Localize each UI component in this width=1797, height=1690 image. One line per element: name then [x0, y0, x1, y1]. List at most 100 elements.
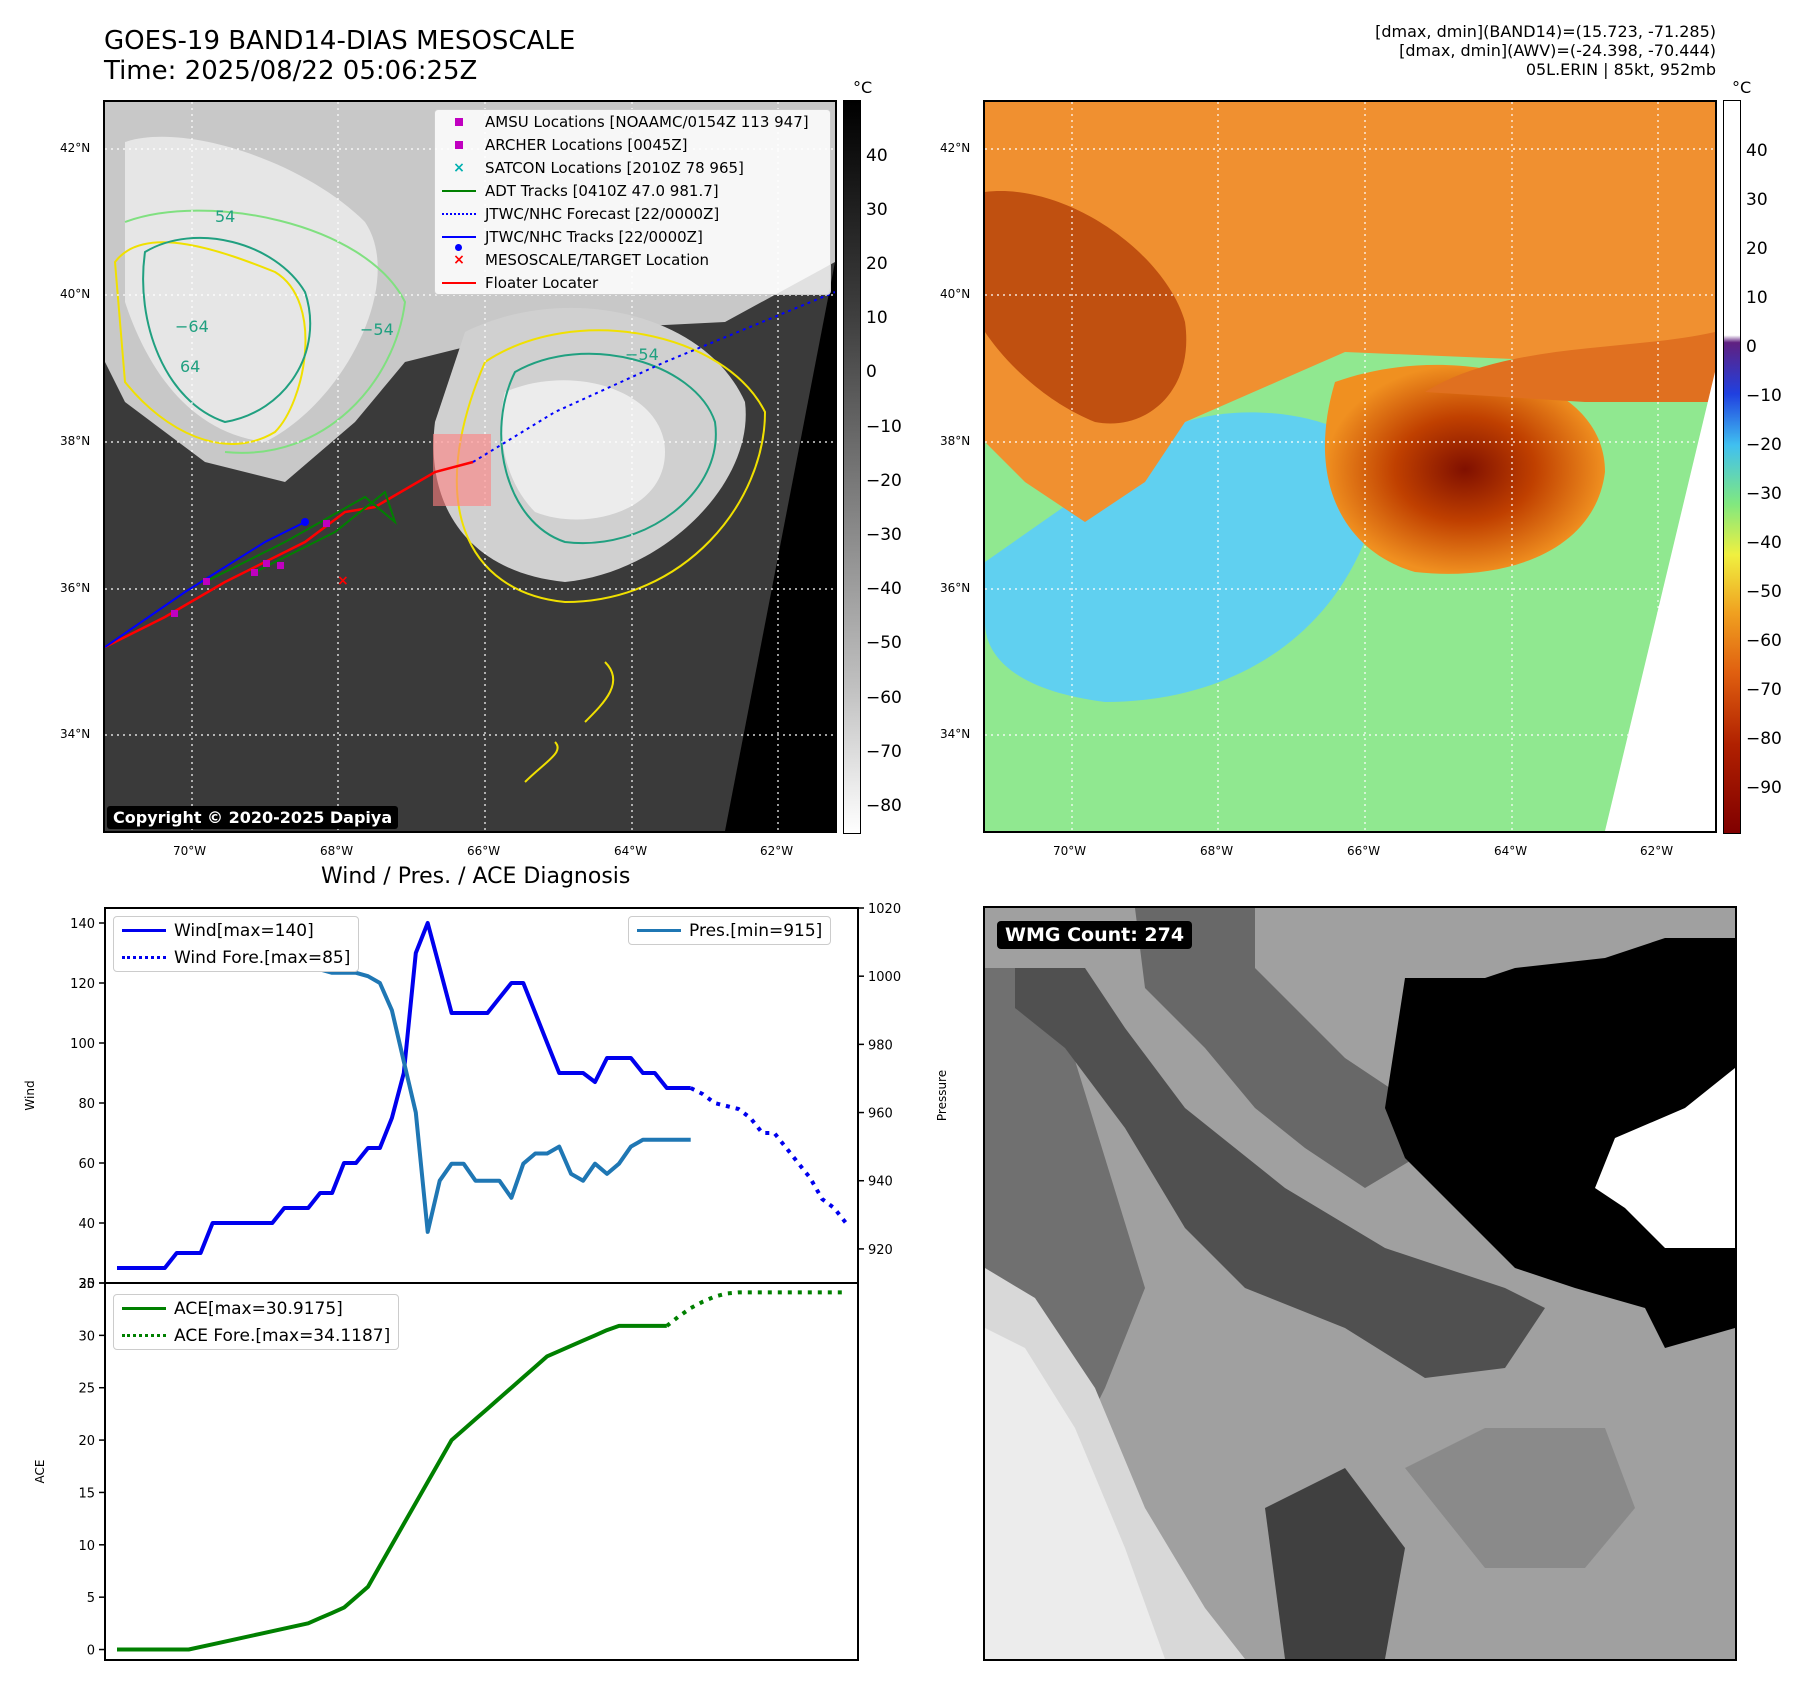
wmg-svg: [985, 908, 1735, 1659]
pres-y-tick-label: 980: [868, 1038, 893, 1053]
legend-satcon-label: SATCON Locations [2010Z 78 965]: [485, 158, 744, 177]
legend-forecast-label: JTWC/NHC Forecast [22/0000Z]: [485, 204, 720, 223]
no-data-wedge: [725, 262, 835, 831]
wind-y-tick-label: 20: [78, 1277, 95, 1292]
legend-floater-label: Floater Locater: [485, 273, 599, 292]
ir-cb-10: 10: [866, 308, 888, 328]
wind-series-line: [117, 921, 691, 1270]
awv-cb-m80: −80: [1746, 729, 1782, 749]
x-marker-icon: ×: [453, 159, 465, 176]
legend-archer-label: ARCHER Locations [0045Z]: [485, 135, 688, 154]
legend-wind-fore: Wind Fore.[max=85]: [114, 944, 358, 971]
ir-lon-70: 70°W: [173, 844, 207, 858]
dotted-line-icon: [122, 1334, 166, 1337]
pres-y-tick-label: 940: [868, 1175, 893, 1190]
awv-dry-core-west: [985, 191, 1187, 424]
awv-moist-region: [985, 412, 1385, 702]
awv-no-data-wedge: [1605, 372, 1715, 831]
wmg-band-lightest: [985, 1328, 1165, 1659]
awv-lon-64: 64°W: [1494, 844, 1528, 858]
awv-map: [983, 100, 1717, 833]
ir-cb-m20: −20: [866, 471, 902, 491]
ir-lat-40: 40°N: [60, 287, 91, 301]
awv-cb-0: 0: [1746, 337, 1757, 357]
awv-info-line1: [dmax, dmin](BAND14)=(15.723, -71.285): [1375, 22, 1716, 41]
legend-satcon: × SATCON Locations [2010Z 78 965]: [435, 156, 830, 179]
amsu-locations: [171, 520, 330, 617]
contour-label-4: −54: [360, 320, 394, 339]
awv-lat-42: 42°N: [940, 141, 971, 155]
hurricane-core: [501, 380, 665, 520]
ace-plot-frame: [104, 1282, 859, 1661]
ir-lat-38: 38°N: [60, 434, 91, 448]
legend-wind: Wind[max=140]: [114, 917, 358, 944]
ace-legend: ACE[max=30.9175] ACE Fore.[max=34.1187]: [113, 1294, 400, 1350]
ace-y-tick-label: 30: [78, 1329, 95, 1344]
jtwc-track-point: [301, 518, 309, 526]
contour-green-1: [124, 209, 407, 454]
ir-cb-m60: −60: [866, 688, 902, 708]
contour-teal-1: [142, 236, 312, 424]
pres-legend: Pres.[min=915]: [628, 916, 832, 945]
wind-y-tick-label: 80: [78, 1097, 95, 1112]
line-icon: [442, 281, 476, 284]
contour-label-1: 54: [215, 207, 235, 226]
jtwc-track: [105, 521, 306, 648]
awv-cb-m30: −30: [1746, 484, 1782, 504]
ir-lat-34: 34°N: [60, 727, 91, 741]
ace-plot: 0 5 10 15 20 25 30 35 ACE: [33, 1277, 859, 1661]
ir-cb-m40: −40: [866, 579, 902, 599]
ace-forecast-line: [665, 1290, 846, 1328]
contour-label-2: −64: [175, 317, 209, 336]
line-icon: [442, 189, 476, 192]
line-icon: [122, 1307, 166, 1310]
awv-cb-20: 20: [1746, 239, 1768, 259]
awv-cb-40: 40: [1746, 141, 1768, 161]
awv-info-line2: [dmax, dmin](AWV)=(-24.398, -70.444): [1399, 41, 1716, 60]
awv-lat-40: 40°N: [940, 287, 971, 301]
wind-y-tick-label: 100: [70, 1037, 95, 1052]
legend-ace: ACE[max=30.9175]: [114, 1295, 398, 1322]
wmg-band-dark-3: [1265, 1468, 1405, 1659]
contour-label-5: −54: [625, 345, 659, 364]
legend-mesoscale: × MESOSCALE/TARGET Location: [435, 248, 830, 271]
wind-y-tick-label: 40: [78, 1217, 95, 1232]
ir-cb-m10: −10: [866, 417, 902, 437]
ir-lon-62: 62°W: [760, 844, 794, 858]
awv-cb-m50: −50: [1746, 582, 1782, 602]
legend-jtwc-label: JTWC/NHC Tracks [22/0000Z]: [485, 227, 703, 246]
ir-cb-0: 0: [866, 362, 877, 382]
legend-adt-label: ADT Tracks [0410Z 47.0 981.7]: [485, 181, 719, 200]
mesoscale-x-marker: ×: [337, 573, 349, 589]
ir-lat-42: 42°N: [60, 141, 91, 155]
awv-cb-m20: −20: [1746, 435, 1782, 455]
ir-lon-66: 66°W: [467, 844, 501, 858]
wmg-band-dark-2: [1135, 908, 1415, 1188]
awv-dry-region: [985, 102, 1715, 522]
wind-ace-chart: 2040608010012014092094096098010001020Win…: [23, 902, 949, 1661]
ace-y-tick-label: 35: [78, 1277, 95, 1292]
legend-mesoscale-label: MESOSCALE/TARGET Location: [485, 250, 710, 269]
ir-title: GOES-19 BAND14-DIAS MESOSCALE Time: 2025…: [104, 26, 575, 86]
legend-archer: ARCHER Locations [0045Z]: [435, 133, 830, 156]
contour-yellow-3: [584, 661, 615, 723]
wmg-panel: WMG Count: 274: [983, 906, 1737, 1661]
legend-forecast: JTWC/NHC Forecast [22/0000Z]: [435, 202, 830, 225]
ir-legend: AMSU Locations [NOAAMC/0154Z 113 947] AR…: [434, 109, 831, 295]
legend-wind-fore-label: Wind Fore.[max=85]: [174, 947, 351, 968]
awv-cb-30: 30: [1746, 190, 1768, 210]
contour-label-3: 64: [180, 357, 200, 376]
dot-icon: [455, 243, 462, 251]
ace-y-tick-label: 25: [78, 1382, 95, 1397]
legend-ace-label: ACE[max=30.9175]: [174, 1298, 343, 1319]
legend-amsu: AMSU Locations [NOAAMC/0154Z 113 947]: [435, 110, 830, 133]
awv-lon-68: 68°W: [1200, 844, 1234, 858]
line-icon: [637, 929, 681, 932]
awv-map-svg: [985, 102, 1715, 831]
contour-yellow-4: [524, 741, 559, 783]
ir-cb-20: 20: [866, 254, 888, 274]
jtwc-forecast: [472, 291, 835, 463]
dotted-line-icon: [122, 956, 166, 959]
pres-y-tick-label: 1000: [868, 970, 901, 985]
pres-y-axis-label: Pressure: [935, 1070, 949, 1121]
